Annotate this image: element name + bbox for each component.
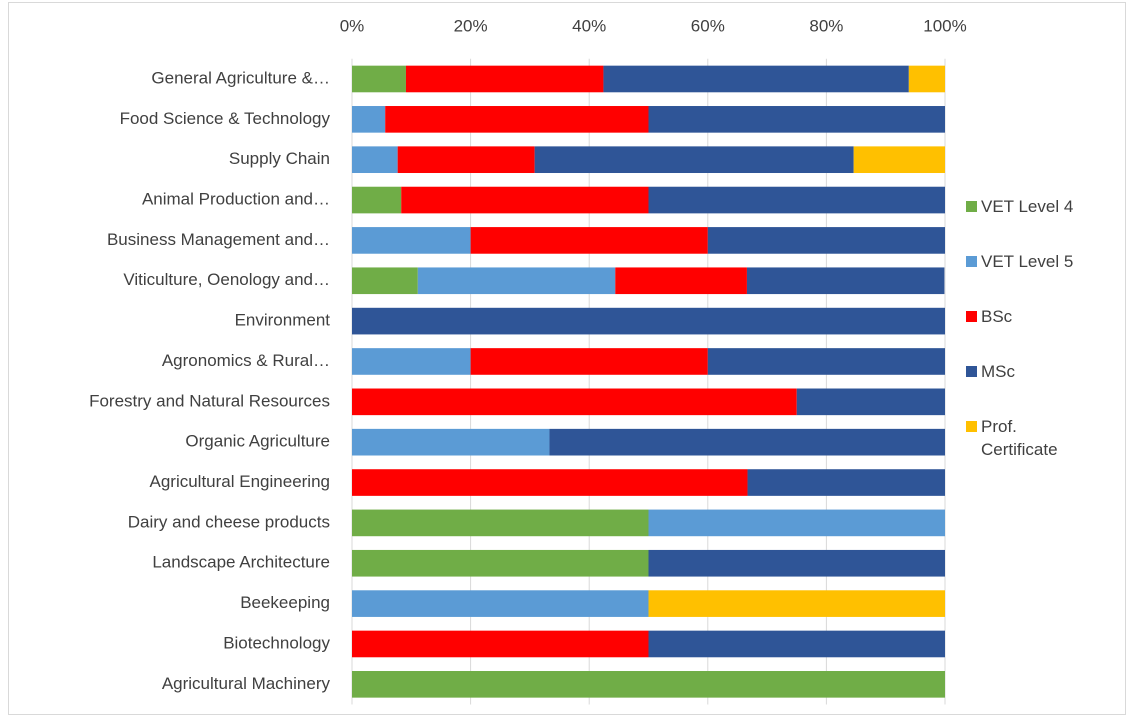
- x-tick-label: 20%: [454, 16, 488, 35]
- bar-segment: [352, 630, 649, 658]
- bar-segment: [352, 307, 945, 335]
- bar-segment: [352, 671, 945, 698]
- legend-swatch: [966, 366, 977, 377]
- bar-segment: [648, 509, 945, 537]
- bar-segment: [615, 267, 747, 295]
- x-tick-label: 80%: [809, 16, 843, 35]
- bar-segment: [352, 469, 748, 496]
- x-tick-label: 60%: [691, 16, 725, 35]
- bar-segment: [648, 106, 945, 133]
- legend-item: Prof. Certificate: [966, 415, 1078, 461]
- bar-segment: [707, 227, 945, 254]
- y-tick-label: Business Management and…: [107, 230, 330, 249]
- bar-segment: [707, 348, 945, 375]
- y-tick-label: Agricultural Machinery: [162, 674, 331, 693]
- bar-segment: [417, 267, 616, 295]
- bar-segment: [352, 106, 386, 133]
- x-tick-label: 100%: [923, 16, 966, 35]
- bar-segment: [470, 348, 708, 375]
- bar-segment: [549, 428, 945, 456]
- x-tick-label: 0%: [340, 16, 365, 35]
- legend-label: VET Level 4: [981, 197, 1074, 216]
- legend-label: VET Level 5: [981, 252, 1074, 271]
- legend-swatch: [966, 421, 977, 432]
- legend-item: MSc: [966, 360, 1078, 383]
- y-tick-label: Organic Agriculture: [185, 432, 330, 451]
- legend-label: MSc: [981, 362, 1015, 381]
- y-tick-label: General Agriculture &…: [151, 68, 330, 87]
- bar-segment: [908, 65, 945, 93]
- bar-segment: [603, 65, 909, 93]
- bar-segment: [853, 146, 945, 174]
- chart-border: [8, 2, 1126, 715]
- bar-segment: [352, 186, 402, 214]
- bar-segment: [401, 186, 649, 214]
- bar-segment: [648, 590, 945, 617]
- legend: VET Level 4 VET Level 5 BSc MSc Prof. Certif…: [966, 195, 1078, 493]
- bar-segment: [746, 267, 945, 295]
- bar-segment: [796, 388, 945, 416]
- y-tick-label: Viticulture, Oenology and…: [123, 270, 330, 289]
- bar-segment: [397, 146, 535, 174]
- y-tick-label: Beekeeping: [240, 593, 330, 612]
- bar-segment: [352, 388, 797, 416]
- legend-swatch: [966, 201, 977, 212]
- y-tick-label: Environment: [235, 311, 331, 330]
- legend-swatch: [966, 311, 977, 322]
- x-tick-label: 40%: [572, 16, 606, 35]
- bar-segment: [352, 348, 471, 375]
- bar-segment: [352, 267, 418, 295]
- bar-segment: [352, 65, 406, 93]
- y-tick-label: Forestry and Natural Resources: [89, 391, 330, 410]
- bar-segment: [405, 65, 604, 93]
- y-tick-label: Supply Chain: [229, 149, 330, 168]
- bar-segment: [470, 227, 708, 254]
- bar-segment: [648, 630, 945, 658]
- bar-segment: [648, 186, 945, 214]
- y-tick-label: Agricultural Engineering: [150, 472, 331, 491]
- y-tick-label: Agronomics & Rural…: [162, 351, 330, 370]
- bar-segment: [352, 227, 471, 254]
- legend-item: VET Level 5: [966, 250, 1078, 273]
- bar-segment: [385, 106, 649, 133]
- bar-segment: [352, 549, 649, 577]
- bar-segment: [352, 590, 649, 617]
- bar-segment: [352, 146, 398, 174]
- y-tick-label: Food Science & Technology: [120, 109, 331, 128]
- bar-segment: [747, 469, 945, 496]
- bar-segment: [352, 509, 649, 537]
- y-tick-label: Landscape Architecture: [152, 553, 330, 572]
- y-tick-label: Dairy and cheese products: [128, 512, 330, 531]
- y-tick-label: Biotechnology: [223, 633, 330, 652]
- legend-swatch: [966, 256, 977, 267]
- bar-segment: [352, 428, 550, 456]
- legend-item: BSc: [966, 305, 1078, 328]
- bar-segment: [534, 146, 854, 174]
- bar-segment: [648, 549, 945, 577]
- legend-item: VET Level 4: [966, 195, 1078, 218]
- y-tick-label: Animal Production and…: [142, 190, 330, 209]
- legend-label: BSc: [981, 307, 1013, 326]
- legend-label: Prof. Certificate: [981, 417, 1058, 459]
